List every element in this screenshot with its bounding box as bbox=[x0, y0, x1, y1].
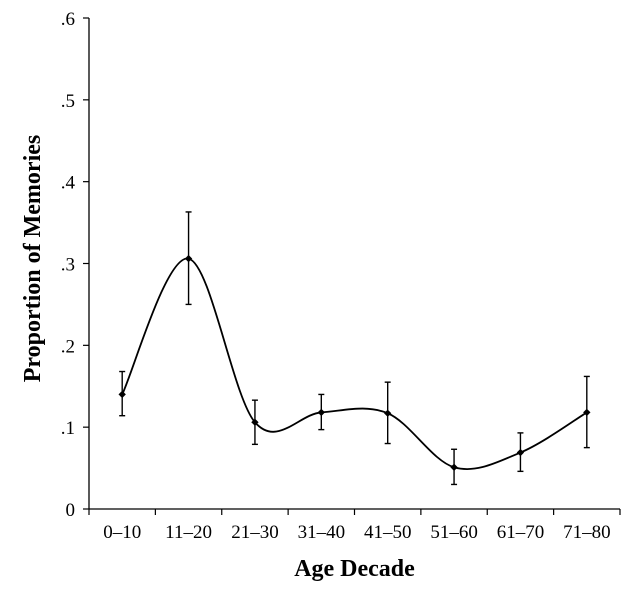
data-point bbox=[317, 408, 325, 417]
x-tick-label: 41–50 bbox=[364, 522, 412, 543]
y-tick-label: .5 bbox=[61, 91, 75, 112]
data-point bbox=[583, 408, 591, 417]
x-tick-label: 31–40 bbox=[298, 522, 346, 543]
x-tick-label: 61–70 bbox=[497, 522, 545, 543]
data-point bbox=[384, 409, 392, 417]
data-point bbox=[450, 463, 458, 471]
error-bars bbox=[119, 211, 590, 486]
series-line bbox=[121, 257, 588, 470]
x-axis-title: Age Decade bbox=[294, 556, 415, 582]
data-points bbox=[118, 254, 591, 471]
y-tick-label: 0 bbox=[66, 500, 76, 521]
y-tick-label: .2 bbox=[61, 336, 75, 357]
data-point bbox=[516, 448, 525, 457]
y-axis-title: Proportion of Memories bbox=[20, 135, 46, 383]
x-tick-label: 51–60 bbox=[430, 522, 478, 543]
x-tick-label: 21–30 bbox=[231, 522, 279, 543]
y-tick-label: .6 bbox=[61, 9, 75, 30]
x-tick-label: 71–80 bbox=[563, 522, 611, 543]
y-tick-label: .3 bbox=[61, 255, 75, 276]
data-point bbox=[251, 418, 259, 426]
x-axis-ticks: 0–10 11–20 21–30 31–40 41–50 51–60 61–70 71–80 bbox=[88, 509, 621, 543]
y-tick-label: .4 bbox=[61, 173, 76, 194]
data-point bbox=[184, 254, 193, 263]
x-tick-label: 0–10 bbox=[103, 522, 141, 543]
data-point bbox=[118, 390, 126, 399]
y-tick-label: .1 bbox=[61, 418, 75, 439]
y-axis-ticks: 0 .1 .2 .3 .4 .5 .6 bbox=[61, 9, 89, 521]
x-tick-label: 11–20 bbox=[165, 522, 212, 543]
